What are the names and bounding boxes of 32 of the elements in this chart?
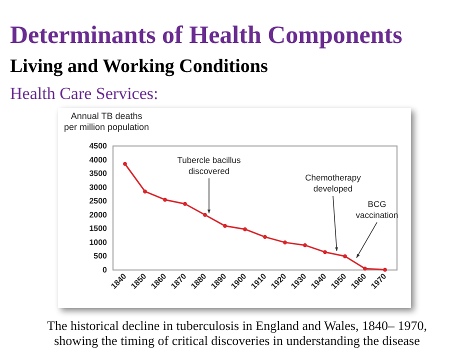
annotation: Tubercle bacillus discovered [177,154,241,176]
text: Health Care Services: [10,84,158,104]
point [363,266,367,271]
y-tick-label: 4000 [89,155,108,164]
chart-subtitle: Living and Working Conditions [10,56,268,78]
y-tick-label: 3500 [89,169,108,178]
point [163,198,167,202]
y-tick-label: 500 [94,252,108,261]
point [243,227,247,232]
chart-title: Determinants of Health Components [10,22,402,50]
y-tick-label: 1500 [89,224,108,234]
point [383,268,387,272]
point [183,202,187,206]
point [203,212,207,217]
annotation: BCG vaccination [356,198,399,220]
point [283,240,287,244]
y-tick-label: 0 [102,266,108,274]
y-tick-label: 1000 [89,238,108,247]
y-tick-label: 2000 [89,210,108,220]
point [263,234,267,239]
point [343,254,347,258]
point [223,224,227,228]
y-axis-title: Annual TB deaths per million population [64,111,150,133]
point [323,250,327,254]
y-tick-label: 3000 [89,182,108,192]
annotation: Chemotherapy developed [305,172,362,194]
point [143,189,147,194]
y-tick-label: 4500 [89,142,108,150]
point [303,243,307,248]
y-tick-label: 2500 [89,196,108,206]
text: The historical decline in tuberculosis in England and Wales, 1840– 1970, showing the timing of critical discoveries in understanding the disease [46,318,428,348]
point [123,162,127,166]
